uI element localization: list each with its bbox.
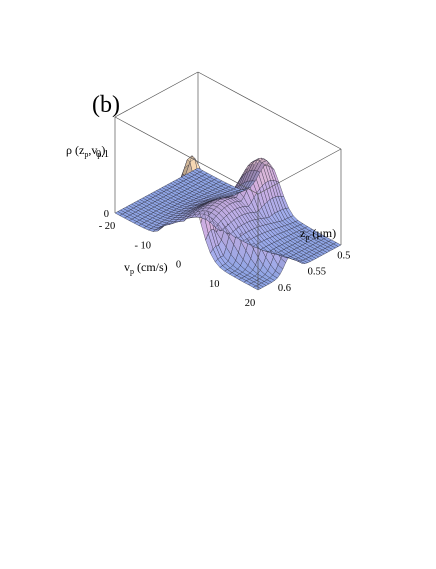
x-tick-label: - 10 (134, 240, 151, 251)
x-tick-label: 20 (245, 298, 256, 309)
y-tick-label: 0.55 (308, 267, 326, 278)
y-tick-label: 0.6 (278, 283, 291, 294)
y-tick-label: 0.5 (337, 251, 350, 262)
x-tick-label: 10 (209, 279, 220, 290)
box-edge-top-back (198, 72, 341, 149)
z-tick-label: 0 (104, 209, 109, 220)
x-tick-label: 0 (176, 260, 181, 271)
box-edge-top-left (115, 72, 198, 117)
bounding-box-back (115, 72, 341, 168)
panel-label: (b) (92, 92, 120, 118)
z-axis-label: ρ (zp,vp) (66, 143, 105, 159)
x-axis-label: vp (cm/s) (124, 260, 168, 276)
x-tick-label: - 20 (99, 221, 116, 232)
